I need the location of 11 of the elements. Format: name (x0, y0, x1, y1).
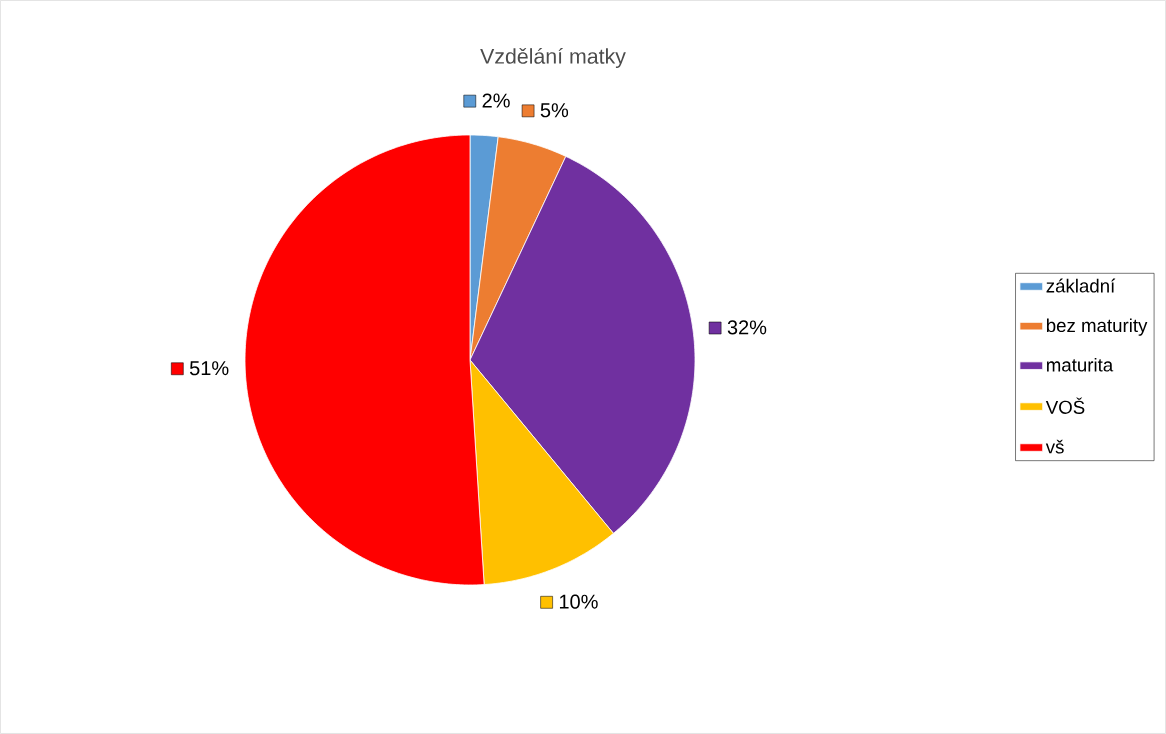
chart-title: Vzdělání matky (480, 47, 626, 69)
data-label: 32% (727, 320, 767, 335)
data-label: 51% (189, 361, 229, 376)
legend-label: vš (1045, 439, 1064, 454)
legend-label: bez maturity (1046, 318, 1148, 336)
data-label: 2% (482, 93, 510, 108)
legend-label: VOŠ (1045, 397, 1085, 414)
legend-label: maturita (1046, 357, 1114, 372)
data-label: 10% (559, 594, 598, 609)
legend-label: základní (1046, 278, 1116, 293)
data-label: 5% (540, 103, 569, 118)
